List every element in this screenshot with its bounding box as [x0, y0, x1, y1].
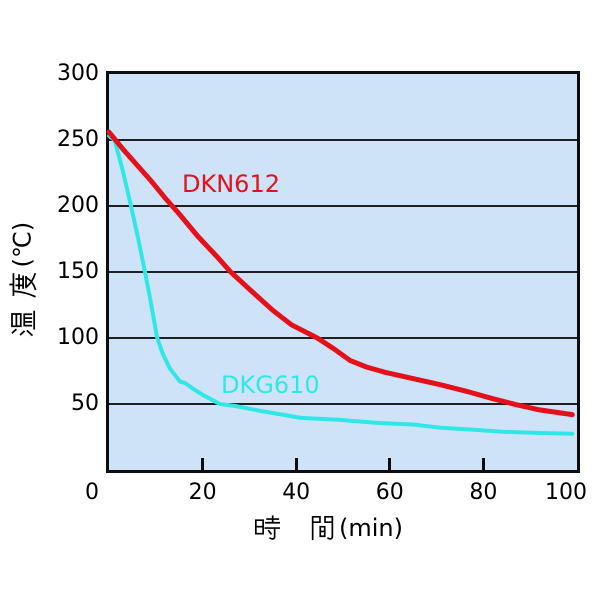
- series-label-dkn612: DKN612: [182, 170, 280, 198]
- plot-area: [106, 71, 580, 473]
- kanji-kan-interval-icon: [311, 515, 334, 541]
- x-tick-mark-20: [201, 458, 205, 470]
- kanji-toki-time-icon: [254, 515, 280, 540]
- curves-layer: [106, 129, 575, 436]
- x-tick-mark-60: [388, 458, 392, 470]
- x-tick-mark-40: [294, 458, 298, 470]
- x-tick-label-20: 20: [188, 480, 217, 505]
- y-tick-label-300: 300: [57, 61, 99, 86]
- y-tick-label-50: 50: [71, 391, 99, 416]
- y-tick-label-100: 100: [57, 325, 99, 350]
- gridline-250: [109, 139, 577, 141]
- gridline-100: [109, 337, 577, 339]
- x-axis-title: (min): [253, 512, 403, 543]
- x-axis-unit: (min): [339, 513, 403, 542]
- kanji-on-temperature-icon: [10, 310, 35, 337]
- x-tick-label-80: 80: [469, 480, 498, 505]
- gridline-200: [109, 205, 577, 207]
- dkn612-curve: [106, 129, 575, 418]
- x-tick-label-60: 60: [375, 480, 404, 505]
- y-tick-label-150: 150: [57, 259, 99, 284]
- x-tick-label-0: 0: [85, 480, 99, 505]
- y-tick-label-250: 250: [57, 127, 99, 152]
- y-tick-label-200: 200: [57, 193, 99, 218]
- dkg610-curve: [107, 134, 575, 436]
- gridline-50: [109, 403, 577, 405]
- x-tick-mark-80: [481, 458, 485, 470]
- y-axis-title: (℃): [6, 205, 39, 339]
- x-tick-label-40: 40: [282, 480, 311, 505]
- x-tick-label-100: 100: [545, 480, 587, 505]
- series-label-dkg610: DKG610: [221, 371, 320, 399]
- kanji-do-degree-icon: [8, 272, 36, 298]
- gridline-150: [109, 271, 577, 273]
